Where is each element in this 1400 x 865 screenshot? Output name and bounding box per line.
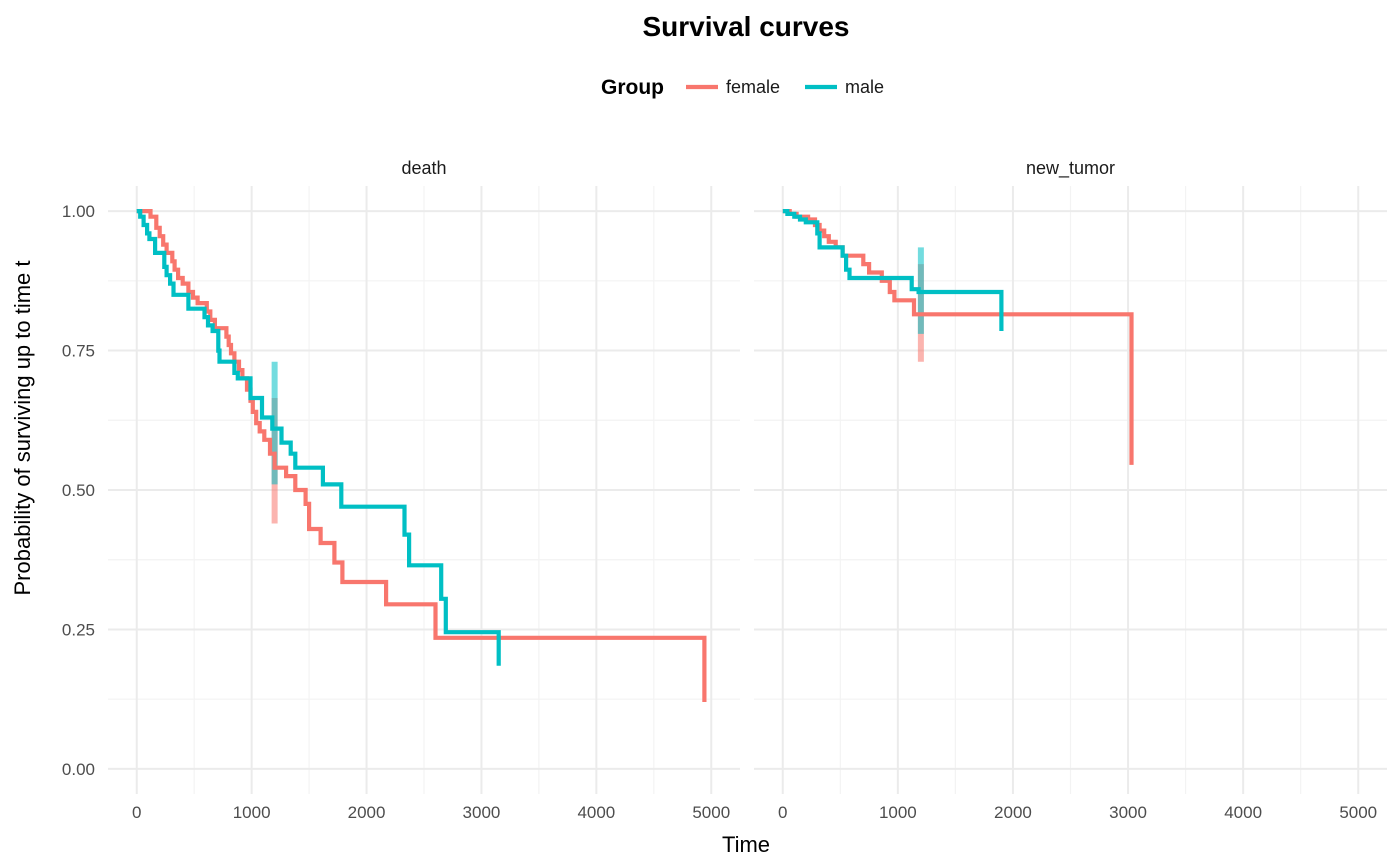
curve-male-death (136, 209, 501, 666)
legend: Group female male (601, 76, 884, 99)
y-tick-label: 0.00 (62, 760, 95, 779)
y-tick-label: 0.25 (62, 620, 95, 639)
y-tick-label: 1.00 (62, 202, 95, 221)
x-tick-label: 4000 (577, 803, 615, 822)
y-tick-label: 0.75 (62, 342, 95, 361)
x-tick-label: 3000 (463, 803, 501, 822)
curve-female-death (136, 209, 707, 702)
y-axis-title: Probability of surviving up to time t (10, 260, 35, 595)
x-tick-label: 2000 (994, 803, 1032, 822)
x-tick-label: 3000 (1109, 803, 1147, 822)
x-tick-label: 2000 (348, 803, 386, 822)
strip-label-death: death (401, 158, 446, 178)
x-tick-label: 1000 (879, 803, 917, 822)
curve-male-new-tumor (782, 209, 1004, 331)
panel-death: death 0 1000 2000 3000 4000 5000 0.00 0.25 0.50 0.… (62, 158, 740, 822)
strip-label-new-tumor: new_tumor (1026, 158, 1115, 179)
legend-label-male: male (845, 77, 884, 97)
legend-title: Group (601, 76, 664, 99)
x-tick-label: 0 (778, 803, 787, 822)
x-tick-label: 5000 (692, 803, 730, 822)
x-tick-label: 1000 (233, 803, 271, 822)
y-tick-label: 0.50 (62, 481, 95, 500)
panel-new-tumor: new_tumor 0 1000 2000 3000 4000 5000 (754, 158, 1387, 822)
chart-title: Survival curves (642, 11, 849, 42)
legend-label-female: female (726, 77, 780, 97)
x-tick-label: 4000 (1224, 803, 1262, 822)
x-tick-label: 0 (132, 803, 141, 822)
x-axis-title: Time (722, 832, 770, 857)
x-tick-label: 5000 (1339, 803, 1377, 822)
